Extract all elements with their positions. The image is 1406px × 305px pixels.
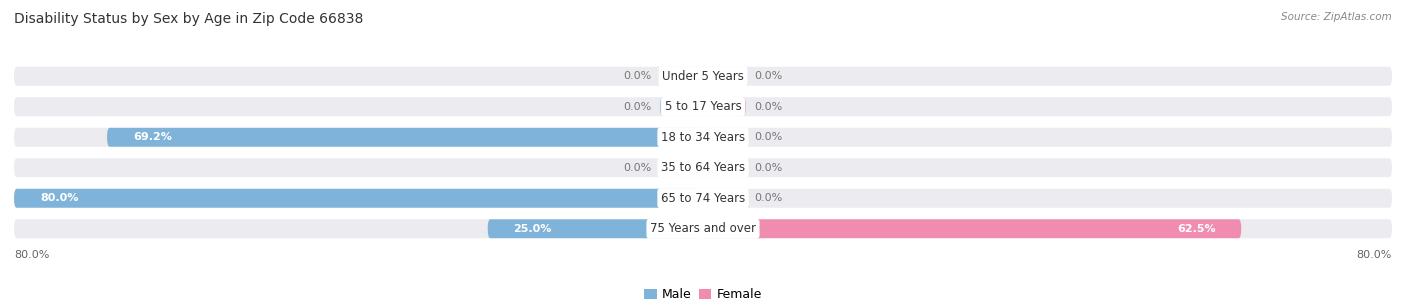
FancyBboxPatch shape bbox=[488, 219, 703, 238]
Text: 65 to 74 Years: 65 to 74 Years bbox=[661, 192, 745, 205]
FancyBboxPatch shape bbox=[659, 67, 703, 86]
Text: 62.5%: 62.5% bbox=[1177, 224, 1215, 234]
FancyBboxPatch shape bbox=[14, 67, 1392, 86]
FancyBboxPatch shape bbox=[14, 189, 1392, 208]
FancyBboxPatch shape bbox=[659, 97, 703, 116]
Text: 80.0%: 80.0% bbox=[14, 250, 49, 260]
FancyBboxPatch shape bbox=[14, 219, 1392, 238]
Text: 75 Years and over: 75 Years and over bbox=[650, 222, 756, 235]
Text: 35 to 64 Years: 35 to 64 Years bbox=[661, 161, 745, 174]
Text: 5 to 17 Years: 5 to 17 Years bbox=[665, 100, 741, 113]
FancyBboxPatch shape bbox=[703, 67, 747, 86]
FancyBboxPatch shape bbox=[703, 97, 747, 116]
FancyBboxPatch shape bbox=[14, 189, 703, 208]
FancyBboxPatch shape bbox=[14, 128, 1392, 147]
Text: 0.0%: 0.0% bbox=[755, 193, 783, 203]
Text: Disability Status by Sex by Age in Zip Code 66838: Disability Status by Sex by Age in Zip C… bbox=[14, 12, 363, 26]
Text: 0.0%: 0.0% bbox=[755, 163, 783, 173]
Text: 0.0%: 0.0% bbox=[623, 102, 651, 112]
Text: 0.0%: 0.0% bbox=[755, 71, 783, 81]
Legend: Male, Female: Male, Female bbox=[640, 283, 766, 305]
Text: 0.0%: 0.0% bbox=[755, 132, 783, 142]
FancyBboxPatch shape bbox=[703, 219, 1241, 238]
Text: 0.0%: 0.0% bbox=[623, 71, 651, 81]
Text: Under 5 Years: Under 5 Years bbox=[662, 70, 744, 83]
Text: 0.0%: 0.0% bbox=[755, 102, 783, 112]
Text: 25.0%: 25.0% bbox=[513, 224, 553, 234]
Text: 80.0%: 80.0% bbox=[1357, 250, 1392, 260]
Text: 69.2%: 69.2% bbox=[134, 132, 172, 142]
FancyBboxPatch shape bbox=[703, 189, 747, 208]
Text: 0.0%: 0.0% bbox=[623, 163, 651, 173]
FancyBboxPatch shape bbox=[107, 128, 703, 147]
Text: 80.0%: 80.0% bbox=[39, 193, 79, 203]
FancyBboxPatch shape bbox=[703, 128, 747, 147]
FancyBboxPatch shape bbox=[14, 97, 1392, 116]
FancyBboxPatch shape bbox=[14, 158, 1392, 177]
FancyBboxPatch shape bbox=[703, 158, 747, 177]
Text: Source: ZipAtlas.com: Source: ZipAtlas.com bbox=[1281, 12, 1392, 22]
FancyBboxPatch shape bbox=[659, 158, 703, 177]
Text: 18 to 34 Years: 18 to 34 Years bbox=[661, 131, 745, 144]
